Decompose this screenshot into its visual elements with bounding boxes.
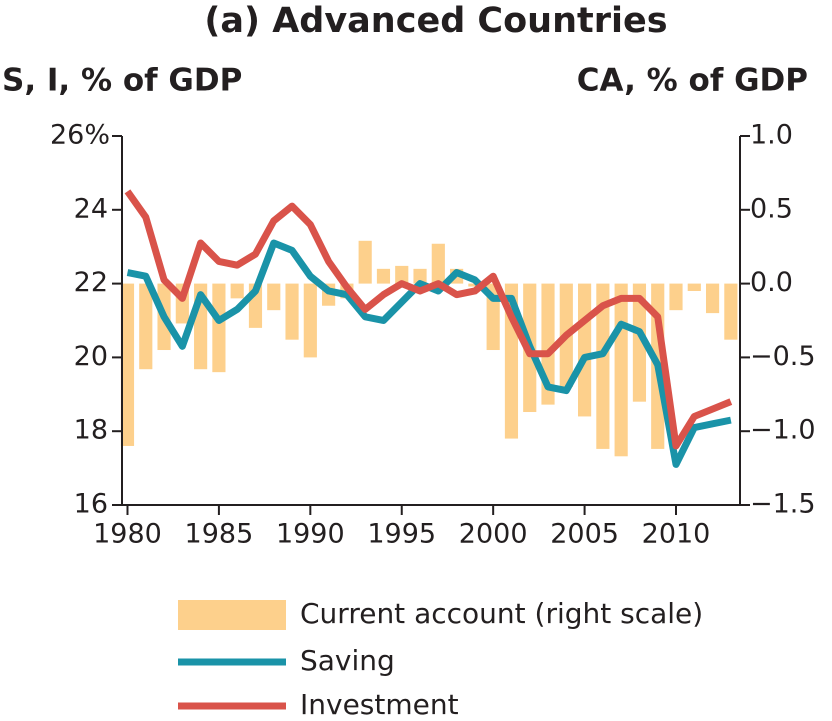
ca-bar	[687, 283, 701, 291]
ca-bar	[285, 283, 299, 340]
ca-bar	[267, 283, 281, 311]
ca-bar	[303, 283, 317, 358]
y2-tick-label: 1.0	[750, 120, 793, 151]
y-axis-label: S, I, % of GDP	[2, 63, 242, 99]
ca-bar	[413, 268, 427, 284]
x-tick-label: 1985	[185, 519, 254, 550]
x-tick-label: 1980	[93, 519, 162, 550]
ca-bar	[376, 268, 391, 284]
x-tick-label: 2000	[459, 519, 528, 550]
ca-bar	[468, 283, 482, 287]
legend-label: Investment	[300, 688, 459, 721]
y2-tick-label: −1.5	[750, 489, 816, 520]
ca-bar	[596, 283, 610, 449]
ca-bar	[212, 283, 226, 373]
y-tick-label: 20	[74, 341, 108, 372]
ca-bar	[705, 283, 720, 314]
y-tick-label: 24	[74, 193, 108, 224]
x-tick-label: 2010	[642, 519, 711, 550]
y2-tick-label: −0.5	[750, 341, 816, 372]
ca-bar	[614, 283, 628, 457]
ca-bar	[669, 283, 683, 311]
chart-title: (a) Advanced Countries	[204, 1, 667, 41]
y2-axis-label: CA, % of GDP	[577, 63, 808, 99]
x-tick-label: 1995	[367, 519, 436, 550]
y-tick-label: 18	[74, 415, 108, 446]
line-investment	[124, 189, 733, 450]
ca-bar	[120, 283, 135, 446]
legend-label: Saving	[300, 644, 395, 677]
ca-bar	[230, 283, 244, 299]
ca-bar	[139, 283, 153, 370]
ca-bar	[431, 243, 445, 284]
y2-tick-label: 0.5	[750, 193, 793, 224]
x-tick-label: 2005	[550, 519, 619, 550]
y2-tick-label: −1.0	[750, 415, 816, 446]
legend-label: Current account (right scale)	[300, 597, 703, 630]
ca-bar	[632, 283, 647, 402]
legend-swatch	[178, 600, 286, 630]
y-tick-label: 22	[74, 267, 108, 298]
y-tick-label: 16	[74, 489, 108, 520]
ca-bar	[358, 240, 372, 284]
ca-bar	[578, 283, 592, 417]
y2-tick-label: 0.0	[750, 267, 793, 298]
x-tick-label: 1990	[276, 519, 345, 550]
ca-bar	[724, 283, 738, 340]
y-tick-label: 26%	[50, 120, 110, 151]
ca-bar	[395, 265, 409, 284]
